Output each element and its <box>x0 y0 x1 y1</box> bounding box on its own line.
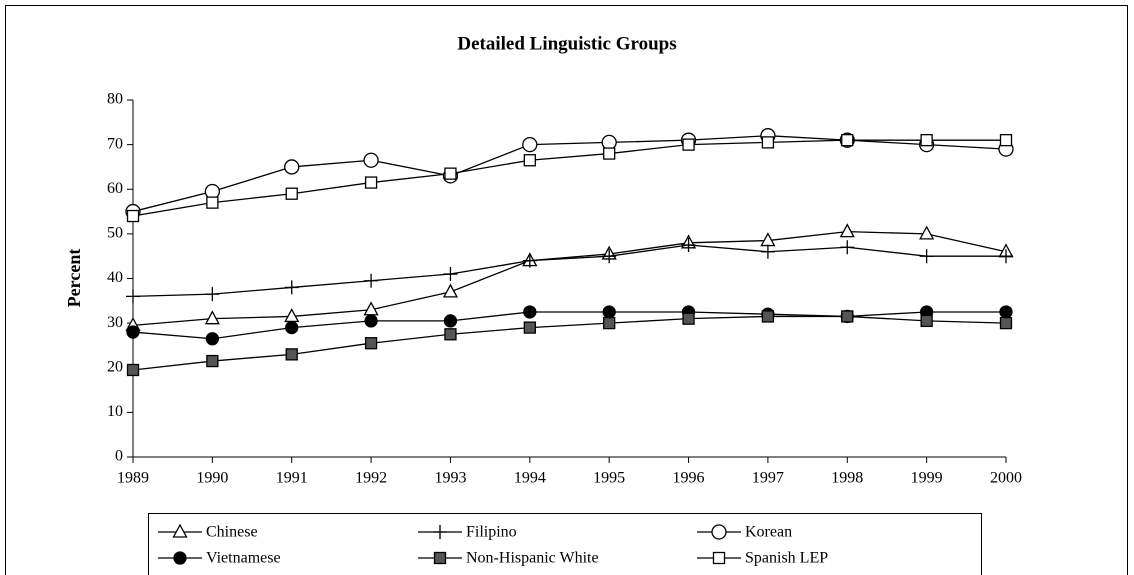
marker <box>285 348 298 361</box>
series-line <box>132 230 1007 327</box>
marker <box>682 138 695 151</box>
legend-marker <box>433 551 447 565</box>
marker <box>204 183 221 200</box>
x-tick-label: 1993 <box>434 470 466 487</box>
marker <box>284 159 300 175</box>
legend-marker <box>173 551 187 565</box>
marker <box>999 316 1013 330</box>
marker <box>601 134 617 151</box>
legend-label: Korean <box>745 524 792 541</box>
marker <box>285 187 298 200</box>
marker <box>603 316 616 330</box>
marker <box>443 314 458 328</box>
marker <box>364 176 378 189</box>
x-tick-label: 1995 <box>593 470 625 487</box>
x-tick-label: 1994 <box>514 470 546 487</box>
y-tick-label: 60 <box>107 180 123 197</box>
marker <box>602 305 616 319</box>
marker <box>523 321 536 334</box>
legend-marker <box>172 523 188 538</box>
marker <box>126 363 140 377</box>
marker <box>284 280 299 295</box>
x-tick-label: 1989 <box>117 470 149 487</box>
marker <box>205 332 220 346</box>
marker <box>364 273 379 288</box>
marker <box>444 167 457 180</box>
x-tick-label: 1991 <box>276 470 308 487</box>
marker <box>919 249 934 264</box>
marker <box>999 305 1013 319</box>
marker <box>205 287 220 302</box>
series-line <box>132 139 1006 217</box>
marker <box>839 223 855 238</box>
marker <box>841 310 854 323</box>
y-tick-label: 50 <box>107 225 123 242</box>
series-line <box>132 135 1007 213</box>
marker <box>126 325 140 339</box>
marker <box>206 354 219 368</box>
marker <box>682 312 695 325</box>
marker <box>602 249 617 264</box>
y-tick-label: 30 <box>107 314 123 331</box>
legend-label: Filipino <box>466 524 517 541</box>
marker <box>841 134 854 147</box>
legend-label: Spanish LEP <box>745 550 828 567</box>
legend-marker <box>711 524 727 540</box>
legend-label: Non-Hispanic White <box>466 550 599 567</box>
marker <box>285 320 299 335</box>
legend-marker <box>433 525 447 539</box>
x-tick-label: 1998 <box>831 470 863 487</box>
marker <box>761 310 775 323</box>
marker <box>919 225 935 240</box>
x-tick-label: 1992 <box>355 470 387 487</box>
marker <box>204 310 220 325</box>
marker <box>363 152 379 168</box>
y-tick-label: 0 <box>115 448 123 465</box>
marker <box>443 267 458 282</box>
series-line <box>132 244 1006 297</box>
marker <box>364 337 378 350</box>
marker <box>761 136 775 149</box>
y-tick-label: 80 <box>107 91 123 108</box>
y-tick-label: 40 <box>107 269 123 286</box>
chart-title: Detailed Linguistic Groups <box>457 33 676 54</box>
marker <box>206 196 219 209</box>
legend-label: Chinese <box>206 524 258 541</box>
marker <box>522 253 537 268</box>
x-tick-label: 1990 <box>196 470 228 487</box>
x-tick-label: 1999 <box>911 470 943 487</box>
marker <box>760 244 775 259</box>
marker <box>444 328 457 341</box>
series-line <box>132 311 1006 340</box>
marker <box>840 240 855 255</box>
marker <box>681 238 696 253</box>
series-line <box>132 315 1007 371</box>
x-tick-label: 1997 <box>752 470 784 487</box>
y-tick-label: 70 <box>107 135 123 152</box>
marker <box>999 249 1013 264</box>
marker <box>603 147 616 160</box>
chart-frame <box>5 5 1128 575</box>
legend-marker <box>712 551 726 565</box>
marker <box>920 314 933 328</box>
marker <box>126 289 140 304</box>
marker <box>999 134 1013 147</box>
y-axis-label: Percent <box>64 249 84 308</box>
marker <box>126 209 140 223</box>
legend-box <box>148 513 982 575</box>
marker <box>522 136 538 153</box>
marker <box>523 305 537 319</box>
marker <box>442 283 459 298</box>
x-tick-label: 1996 <box>673 470 705 487</box>
x-tick-label: 2000 <box>990 470 1022 487</box>
legend-label: Vietnamese <box>206 550 281 567</box>
y-tick-label: 20 <box>107 358 123 375</box>
y-tick-label: 10 <box>107 403 123 420</box>
marker <box>523 154 536 167</box>
marker <box>364 314 378 328</box>
marker <box>920 134 933 147</box>
